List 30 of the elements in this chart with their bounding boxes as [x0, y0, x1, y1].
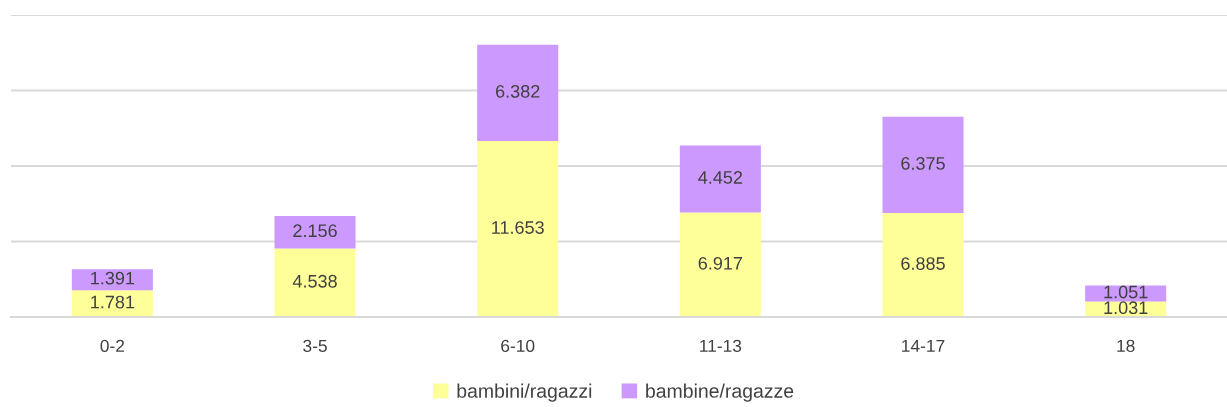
data-label: 1.781 — [91, 295, 135, 309]
bar — [882, 116, 964, 214]
data-label: 11.653 — [492, 221, 544, 234]
data-label: 6.917 — [698, 256, 743, 270]
x-tick-label: 0-2 — [100, 339, 125, 353]
bar — [477, 44, 559, 142]
data-label: 4.452 — [698, 171, 743, 184]
bar — [679, 212, 761, 318]
data-label: 1.391 — [91, 271, 135, 285]
data-label: 6.375 — [901, 157, 945, 170]
data-label: 6.885 — [901, 257, 945, 270]
bar — [882, 213, 964, 318]
bar — [274, 215, 356, 249]
data-label: 1.031 — [1104, 301, 1148, 315]
x-tick-label: 3-5 — [303, 339, 327, 353]
legend-label: bambini/ragazzi — [457, 383, 592, 402]
x-tick-label: 11-13 — [700, 339, 742, 353]
bar — [71, 269, 153, 291]
x-tick-label: 14-17 — [902, 339, 945, 352]
bar — [274, 248, 356, 318]
data-label: 2.156 — [293, 224, 337, 238]
legend-label: bambine/ragazze — [646, 383, 794, 402]
x-tick-label: 18 — [1117, 339, 1135, 353]
bar — [679, 145, 761, 213]
bar — [477, 141, 559, 318]
bar — [71, 290, 153, 318]
x-tick-label: 6-10 — [501, 339, 535, 353]
data-label: 6.382 — [496, 84, 540, 98]
data-label: 1.051 — [1104, 285, 1148, 299]
data-label: 4.538 — [292, 274, 337, 288]
